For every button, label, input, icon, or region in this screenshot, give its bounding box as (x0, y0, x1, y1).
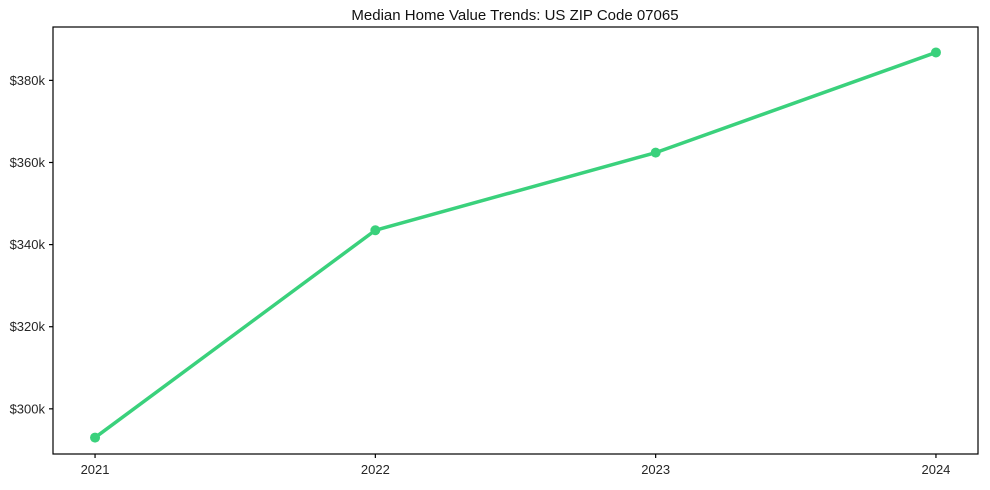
x-tick-label: 2024 (921, 462, 950, 477)
trend-line (93, 50, 938, 440)
x-tick-label: 2023 (641, 462, 670, 477)
y-tick-label: $360k (10, 155, 46, 170)
x-tick-label: 2022 (361, 462, 390, 477)
data-point-marker (90, 432, 101, 443)
y-tick-label: $340k (10, 237, 46, 252)
data-point-marker (650, 147, 661, 158)
y-tick-label: $320k (10, 319, 46, 334)
plot-area: $300k $320k $340k $360k $380k 2021 2022 2023 202… (10, 26, 979, 477)
data-point-marker (370, 225, 381, 236)
x-tick-label: 2021 (81, 462, 110, 477)
y-tick-label: $300k (10, 401, 46, 416)
plot-frame (52, 26, 979, 455)
y-tick-label: $380k (10, 73, 46, 88)
data-point-marker (930, 47, 941, 58)
chart-title: Median Home Value Trends: US ZIP Code 07… (351, 7, 678, 24)
